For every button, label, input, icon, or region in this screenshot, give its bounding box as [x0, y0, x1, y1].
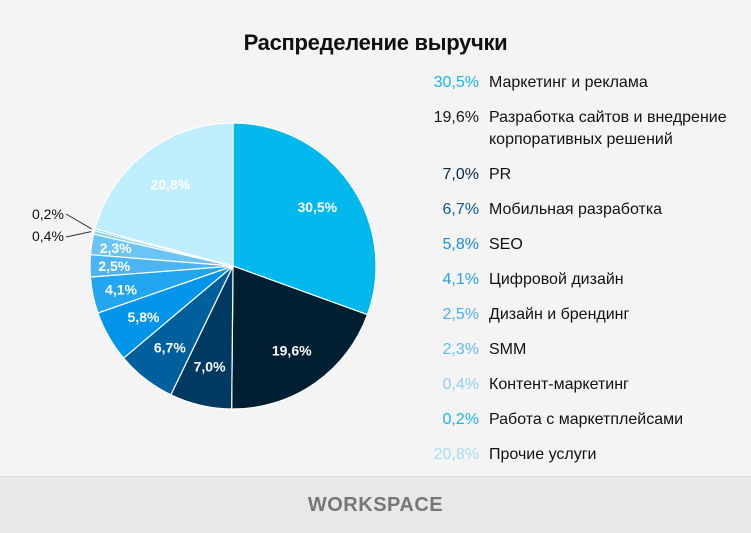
legend-percent: 7,0% [442, 166, 479, 183]
legend-item: 19,6% Разработка сайтов и внедрение корпо… [425, 107, 745, 151]
legend-item: 5,8% SEO [425, 234, 745, 256]
legend-percent: 2,5% [442, 306, 479, 323]
legend-percent: 19,6% [433, 109, 479, 126]
legend-item: 2,5% Дизайн и брендинг [425, 304, 745, 326]
legend-item: 6,7% Мобильная разработка [425, 199, 745, 221]
leader-line [65, 231, 92, 238]
pie-chart: 30,5% 19,6% 7,0% 6,7% 5,8% 4,1% 2,5% 2,3% 0,4% 0,… [32, 122, 377, 410]
legend-percent: 5,8% [442, 236, 479, 253]
slice-label: 7,0% [194, 358, 226, 374]
legend-item: 4,1% Цифровой дизайн [425, 269, 745, 291]
legend-percent: 4,1% [442, 271, 479, 288]
legend-label: Прочие услуги [489, 446, 597, 463]
legend-item: 0,4% Контент-маркетинг [425, 374, 745, 396]
legend-label: Дизайн и брендинг [489, 306, 630, 323]
legend-item: 7,0% PR [425, 164, 745, 186]
legend-percent: 30,5% [433, 74, 479, 91]
slice-label: 20,8% [151, 176, 191, 192]
legend-label: Мобильная разработка [489, 201, 663, 218]
chart-title: Распределение выручки [243, 30, 508, 55]
pie-slice [94, 122, 234, 267]
legend-item: 30,5% Маркетинг и реклама [425, 72, 745, 94]
legend-label: Маркетинг и реклама [489, 74, 648, 91]
legend-item: 20,8% Прочие услуги [425, 444, 745, 466]
legend-item: 2,3% SMM [425, 339, 745, 361]
legend-label: Контент-маркетинг [489, 376, 629, 393]
slice-label: 4,1% [105, 281, 137, 297]
pie-slice [232, 122, 377, 316]
leader-line [65, 213, 93, 230]
slice-label: 0,2% [32, 206, 64, 222]
legend-percent: 0,4% [442, 376, 479, 393]
slice-label: 0,4% [32, 228, 64, 244]
footer: WORKSPACE [0, 476, 751, 533]
legend-item: 0,2% Работа с маркетплейсами [425, 409, 745, 431]
legend-label: SEO [489, 236, 523, 253]
slice-label: 30,5% [297, 199, 337, 215]
legend-label: Цифровой дизайн [489, 271, 624, 288]
workspace-logo: WORKSPACE [307, 494, 444, 516]
legend: 30,5% Маркетинг и реклама 19,6% Разработка … [425, 72, 745, 479]
slice-label: 19,6% [272, 343, 312, 359]
slice-label: 5,8% [128, 309, 160, 325]
legend-label: PR [489, 166, 512, 183]
legend-percent: 0,2% [442, 411, 479, 428]
legend-percent: 6,7% [442, 201, 479, 218]
pie-slice [231, 265, 369, 410]
slice-label: 2,5% [98, 258, 130, 274]
legend-label: SMM [489, 341, 527, 358]
slice-label: 2,3% [100, 240, 132, 256]
legend-label: Работа с маркетплейсами [489, 411, 684, 428]
legend-label: Разработка сайтов и внедрение корпоратив… [489, 109, 727, 148]
legend-percent: 2,3% [442, 341, 479, 358]
slice-label: 6,7% [154, 339, 186, 355]
legend-percent: 20,8% [433, 446, 479, 463]
